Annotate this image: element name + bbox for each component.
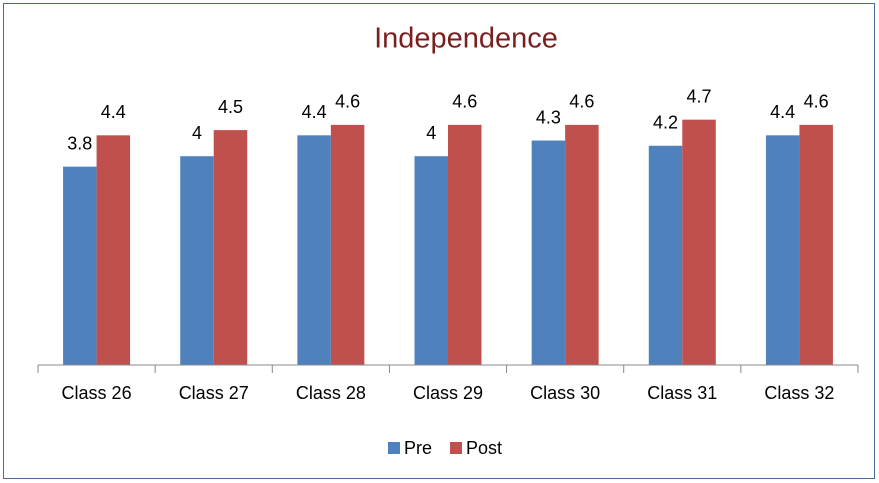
bar [648, 145, 683, 365]
data-label: 4.2 [653, 113, 678, 133]
bar [330, 124, 365, 365]
legend-swatch [388, 442, 400, 454]
bar [765, 135, 800, 365]
x-tick-label: Class 29 [413, 383, 483, 403]
data-label: 4 [426, 123, 436, 143]
data-label: 4.6 [335, 92, 360, 112]
bar [297, 135, 331, 365]
bar [213, 130, 248, 365]
data-label: 4 [192, 123, 202, 143]
data-label: 4.3 [536, 107, 561, 127]
bar [531, 140, 566, 365]
data-label: 4.6 [569, 92, 594, 112]
bar [96, 135, 131, 365]
x-tick-label: Class 28 [296, 383, 366, 403]
bar [414, 156, 448, 365]
data-label: 4.7 [687, 86, 712, 106]
data-label: 4.4 [101, 102, 126, 122]
data-label: 3.8 [67, 133, 92, 153]
x-tick-label: Class 26 [62, 383, 132, 403]
bar [180, 156, 214, 365]
chart-title: Independence [374, 23, 558, 55]
legend-label: Post [466, 438, 502, 458]
bar [799, 124, 833, 365]
data-label: 4.4 [302, 102, 327, 122]
data-label: 4.6 [452, 92, 477, 112]
data-label: 4.4 [770, 102, 795, 122]
legend-swatch [450, 442, 463, 454]
x-tick-label: Class 31 [647, 383, 717, 403]
bar [63, 166, 97, 365]
bar [682, 119, 716, 365]
data-label: 4.6 [804, 92, 829, 112]
x-tick-label: Class 32 [764, 383, 834, 403]
legend-label: Pre [404, 438, 432, 458]
x-tick-label: Class 27 [179, 383, 249, 403]
data-label: 4.5 [218, 97, 243, 117]
bar [448, 124, 482, 365]
x-tick-label: Class 30 [530, 383, 600, 403]
bar [565, 124, 599, 365]
